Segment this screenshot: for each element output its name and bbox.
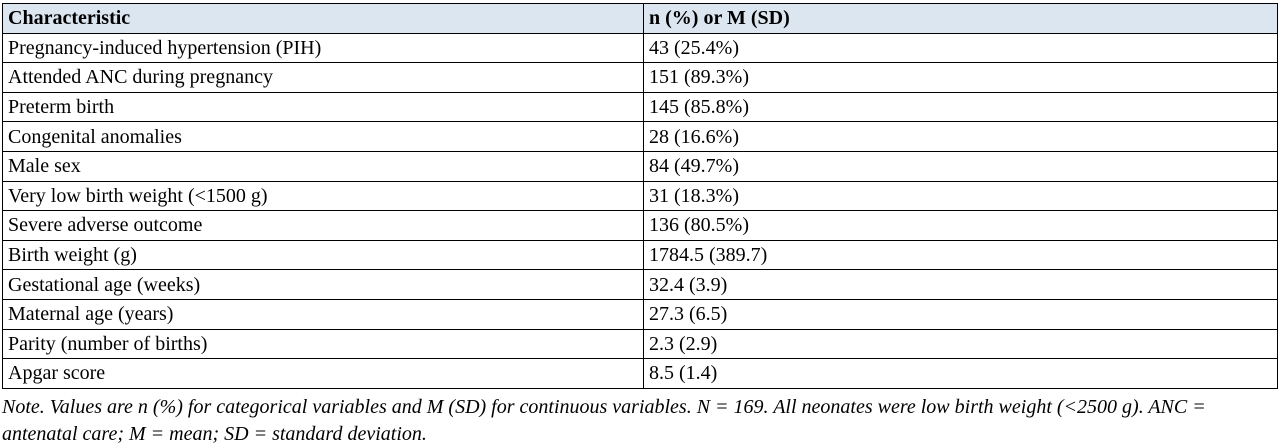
table-row: Congenital anomalies 28 (16.6%) bbox=[2, 121, 1278, 152]
table-cell: 27.3 (6.5) bbox=[643, 298, 1278, 330]
table-row: Apgar score 8.5 (1.4) bbox=[2, 358, 1278, 389]
table-cell: Congenital anomalies bbox=[2, 121, 644, 152]
table-cell: Maternal age (years) bbox=[2, 298, 644, 330]
table-body: Pregnancy-induced hypertension (PIH) 43 (… bbox=[2, 32, 1278, 389]
table-cell: 145 (85.8%) bbox=[643, 91, 1278, 123]
table-cell: Pregnancy-induced hypertension (PIH) bbox=[2, 32, 644, 64]
table-cell: Birth weight (g) bbox=[2, 239, 644, 271]
table-row: Gestational age (weeks) 32.4 (3.9) bbox=[2, 269, 1278, 300]
table-row: Parity (number of births) 2.3 (2.9) bbox=[2, 328, 1278, 360]
table-cell: Gestational age (weeks) bbox=[2, 269, 644, 300]
table-cell: 84 (49.7%) bbox=[643, 150, 1278, 182]
table-cell: 136 (80.5%) bbox=[643, 210, 1278, 241]
table-cell: 28 (16.6%) bbox=[643, 121, 1278, 152]
data-table: Characteristic n (%) or M (SD) Pregnancy-… bbox=[2, 3, 1278, 389]
table-cell: 32.4 (3.9) bbox=[643, 269, 1278, 300]
table-cell: 2.3 (2.9) bbox=[643, 328, 1278, 360]
table-row: Very low birth weight (<1500 g) 31 (18.3%… bbox=[2, 180, 1278, 212]
table-row: Maternal age (years) 27.3 (6.5) bbox=[2, 298, 1278, 330]
table-cell: 8.5 (1.4) bbox=[643, 358, 1278, 389]
table-cell: Attended ANC during pregnancy bbox=[2, 62, 644, 93]
table-row: Male sex 84 (49.7%) bbox=[2, 150, 1278, 182]
header-cell: n (%) or M (SD) bbox=[643, 3, 1278, 34]
table-cell: Male sex bbox=[2, 150, 644, 182]
table-cell: Severe adverse outcome bbox=[2, 210, 644, 241]
table-row: Preterm birth 145 (85.8%) bbox=[2, 91, 1278, 123]
table-cell: Preterm birth bbox=[2, 91, 644, 123]
table-cell: 1784.5 (389.7) bbox=[643, 239, 1278, 271]
table-row: Severe adverse outcome 136 (80.5%) bbox=[2, 210, 1278, 241]
header-row: Characteristic n (%) or M (SD) bbox=[2, 3, 1278, 34]
table-note: Note. Values are n (%) for categorical v… bbox=[2, 396, 1206, 445]
table-row: Pregnancy-induced hypertension (PIH) 43 (… bbox=[2, 32, 1278, 64]
table-cell: Apgar score bbox=[2, 358, 644, 389]
table-row: Birth weight (g) 1784.5 (389.7) bbox=[2, 239, 1278, 271]
table-cell: 151 (89.3%) bbox=[643, 62, 1278, 93]
header-cell: Characteristic bbox=[2, 3, 644, 34]
table-cell: Parity (number of births) bbox=[2, 328, 644, 360]
table-cell: Very low birth weight (<1500 g) bbox=[2, 180, 644, 212]
table-cell: 31 (18.3%) bbox=[643, 180, 1278, 212]
table-row: Attended ANC during pregnancy 151 (89.3%) bbox=[2, 62, 1278, 93]
table-cell: 43 (25.4%) bbox=[643, 32, 1278, 64]
